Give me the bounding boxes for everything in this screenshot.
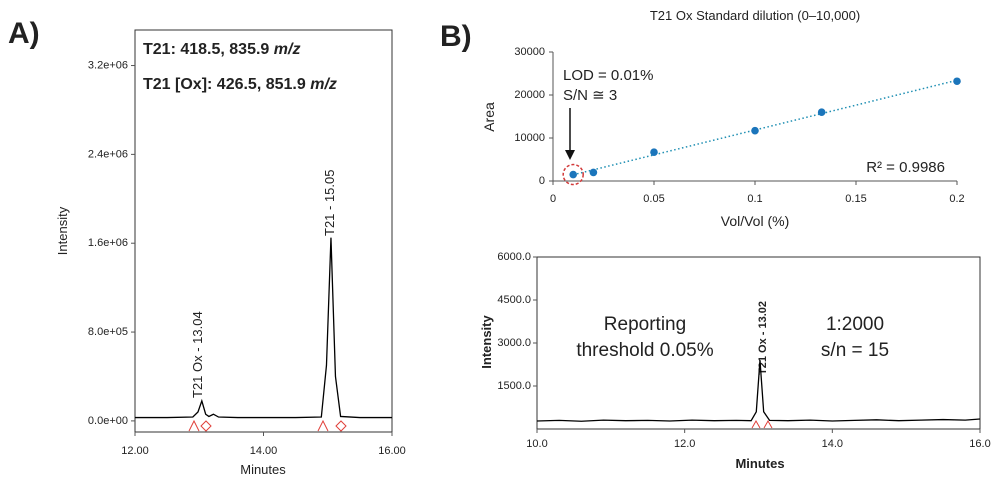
y-tick-label: 4500.0	[497, 294, 531, 306]
trendline	[573, 79, 958, 176]
y-tick-label: 0.0e+00	[88, 415, 128, 427]
y-tick-label: 3.2e+06	[88, 59, 128, 71]
x-tick-label: 12.00	[121, 445, 149, 457]
peak-label: T21 Ox - 13.04	[190, 311, 205, 398]
x-tick-label: 14.00	[250, 445, 278, 457]
point	[589, 168, 598, 177]
x-tick-label: 0.2	[949, 193, 964, 205]
marker	[188, 419, 212, 432]
annotation: Reporting	[604, 314, 686, 335]
peak-label: T21 - 15.05	[322, 170, 337, 237]
x-axis-label: Minutes	[735, 456, 784, 471]
panel-label: B)	[440, 20, 472, 53]
marker	[751, 419, 773, 429]
y-tick-label: 0	[539, 175, 545, 187]
annotation-text: T21: 418.5, 835.9	[143, 41, 269, 58]
marker	[317, 419, 347, 432]
y-tick-label: 1.6e+06	[88, 237, 128, 249]
peak-label: T21 Ox - 13.02	[757, 301, 769, 375]
annotation: LOD = 0.01%	[563, 67, 653, 84]
integration-markers	[751, 419, 773, 429]
x-tick-label: 14.0	[822, 438, 843, 450]
annotation: T21: 418.5, 835.9 m/z	[143, 41, 300, 58]
trace	[135, 237, 392, 419]
y-tick-label: 30000	[514, 46, 545, 58]
chart-title: T21 Ox Standard dilution (0–10,000)	[650, 8, 860, 23]
annotation: S/N ≅ 3	[563, 87, 617, 104]
point	[817, 108, 826, 116]
y-tick-label: 8.0e+05	[88, 326, 128, 338]
point	[650, 148, 658, 156]
annotation: T21 [Ox]: 426.5, 851.9 m/z	[143, 76, 337, 93]
y-axis-label: Area	[481, 102, 497, 132]
x-tick-label: 0.15	[845, 193, 866, 205]
point	[751, 126, 759, 135]
x-axis-label: Minutes	[240, 462, 286, 477]
annotation-unit: m/z	[274, 41, 301, 58]
x-tick-label: 12.0	[674, 438, 695, 450]
trace	[536, 360, 981, 422]
x-tick-label: 10.0	[526, 438, 547, 450]
annotation: s/n = 15	[821, 340, 889, 361]
arrow-head	[565, 150, 575, 160]
y-axis-label: Intensity	[479, 315, 494, 369]
annotation: 1:2000	[826, 314, 884, 335]
y-axis-label: Intensity	[55, 206, 70, 255]
annotation: threshold 0.05%	[576, 340, 713, 361]
x-tick-label: 16.00	[378, 445, 406, 457]
y-tick-label: 6000.0	[497, 251, 531, 263]
y-tick-label: 1500.0	[497, 380, 531, 392]
x-tick-label: 0	[550, 193, 556, 205]
annotation-text: T21 [Ox]: 426.5, 851.9	[143, 76, 306, 93]
y-tick-label: 10000	[514, 132, 545, 144]
annotation: R² = 0.9986	[866, 159, 945, 176]
y-tick-label: 3000.0	[497, 337, 531, 349]
integration-markers	[188, 419, 347, 432]
lod-highlight	[562, 163, 584, 186]
x-tick-label: 0.05	[643, 193, 664, 205]
x-tick-label: 16.0	[969, 438, 990, 450]
y-tick-label: 2.4e+06	[88, 148, 128, 160]
x-tick-label: 0.1	[747, 193, 762, 205]
point	[953, 77, 961, 86]
annotation-unit: m/z	[310, 76, 337, 93]
lod-arrow	[565, 108, 575, 160]
panel-label: A)	[8, 17, 40, 50]
x-axis-label: Vol/Vol (%)	[721, 213, 789, 229]
y-tick-label: 20000	[514, 89, 545, 101]
point	[569, 170, 577, 179]
